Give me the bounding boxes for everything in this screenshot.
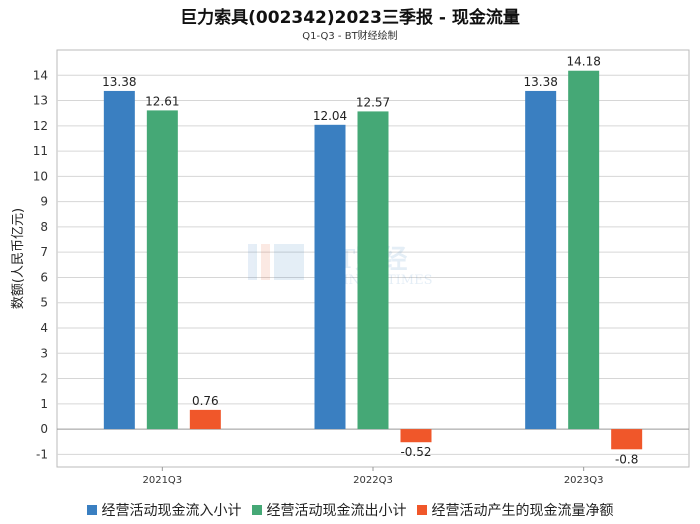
chart-title: 巨力索具(002342)2023三季报 - 现金流量 [180,8,520,28]
y-tick-label: 5 [40,296,48,310]
y-tick-label: 14 [33,68,48,82]
bar [146,110,178,430]
bar [314,124,346,430]
legend-item: 经营活动产生的现金流量净额 [416,500,614,520]
data-label: 13.38 [102,75,136,89]
data-label: 12.04 [313,109,347,123]
watermark-logo-bar [261,244,270,280]
data-label: 14.18 [566,55,600,69]
legend-label: 经营活动现金流入小计 [101,503,242,519]
y-tick-label: 9 [40,195,48,209]
watermark-logo-block [274,244,304,280]
y-tick-label: 3 [40,346,48,360]
legend-label: 经营活动现金流出小计 [266,503,407,519]
x-axis-ticks: 2021Q3 2022Q3 2023Q3 [142,467,604,486]
y-tick-label: 13 [33,94,48,108]
y-tick-label: 2 [40,372,48,386]
bar [189,409,221,430]
bar [357,111,389,430]
legend-item: 经营活动现金流入小计 [86,500,242,520]
legend-swatch [86,505,97,515]
data-label: 12.57 [356,95,390,109]
y-tick-label: -1 [36,447,48,461]
y-tick-label: 10 [33,169,48,183]
y-tick-label: 4 [40,321,48,335]
legend-item: 经营活动现金流出小计 [251,500,407,520]
y-tick-label: 8 [40,220,48,234]
chart-subtitle: Q1-Q3 - BT财经绘制 [302,31,398,42]
bar [525,90,557,430]
bar [400,429,432,443]
data-labels: 13.38 12.61 0.76 12.04 12.57 -0.52 13.38 14.18 -… [102,55,638,467]
legend: 经营活动现金流入小计 经营活动现金流出小计 经营活动产生的现金流量净额 [0,500,700,520]
x-tick-label: 2022Q3 [353,475,393,486]
y-tick-label: 11 [33,144,48,158]
bar [103,90,135,430]
y-tick-label: 7 [40,245,48,259]
data-label: 12.61 [145,94,179,108]
data-label: -0.8 [615,452,638,466]
legend-label: 经营活动产生的现金流量净额 [431,503,614,519]
data-label: -0.52 [400,445,431,459]
legend-swatch [251,505,262,515]
data-label: 0.76 [192,394,219,408]
y-tick-label: 6 [40,270,48,284]
x-tick-label: 2021Q3 [142,475,182,486]
x-tick-label: 2023Q3 [564,475,604,486]
y-tick-label: 1 [40,397,48,411]
bar [568,70,600,430]
legend-swatch [416,505,427,515]
bar [611,429,643,450]
y-tick-label: 0 [40,422,48,436]
y-axis-label: 数额(人民币亿元) [11,208,26,309]
y-tick-label: 12 [33,119,48,133]
data-label: 13.38 [523,75,557,89]
bar-series [103,70,643,450]
watermark-logo-bar [248,244,257,280]
